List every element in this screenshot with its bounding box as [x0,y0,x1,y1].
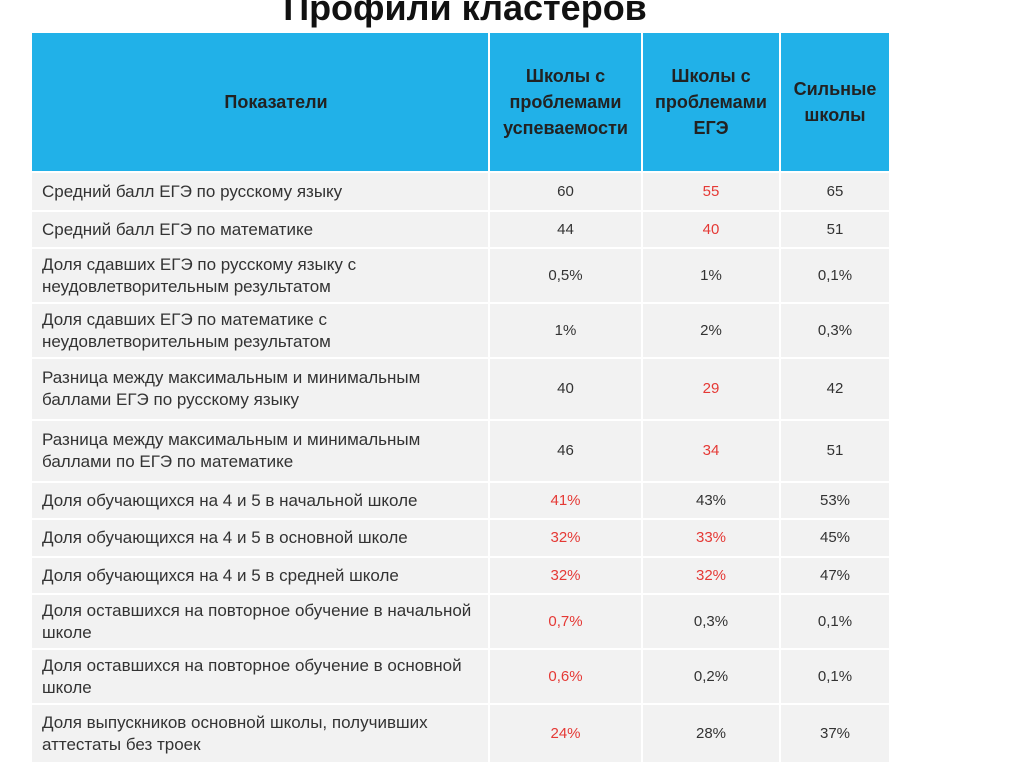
value-cell: 0,6% [489,648,643,704]
value-cell: 51 [780,419,889,482]
value-cell: 46 [489,419,643,482]
value-cell: 34 [642,419,781,482]
table-row: Доля сдавших ЕГЭ по русскому языку с неу… [32,247,889,303]
value-cell: 0,1% [780,648,889,704]
header-performance-problems: Школы с проблемами успеваемости [489,33,643,172]
value-cell: 2% [642,302,781,358]
value-cell: 0,2% [642,648,781,704]
value-cell: 28% [642,703,781,762]
header-indicators: Показатели [32,33,490,172]
value-cell: 0,3% [780,302,889,358]
table-row: Средний балл ЕГЭ по математике 44 40 51 [32,210,889,248]
value-cell: 65 [780,171,889,211]
page-title: Профили кластеров [283,0,647,28]
indicator-label: Доля оставшихся на повторное обучение в … [32,648,490,704]
indicator-label: Средний балл ЕГЭ по математике [32,210,490,248]
value-cell: 40 [642,210,781,248]
value-cell: 53% [780,481,889,519]
indicator-label: Доля выпускников основной школы, получив… [32,703,490,762]
value-cell: 33% [642,518,781,557]
value-cell: 55 [642,171,781,211]
value-cell: 1% [642,247,781,303]
table-row: Доля обучающихся на 4 и 5 в средней школ… [32,556,889,594]
indicator-label: Средний балл ЕГЭ по русскому языку [32,171,490,211]
value-cell: 32% [489,556,643,594]
table-row: Разница между максимальным и минимальным… [32,419,889,482]
value-cell: 43% [642,481,781,519]
value-cell: 37% [780,703,889,762]
value-cell: 29 [642,357,781,420]
value-cell: 60 [489,171,643,211]
value-cell: 40 [489,357,643,420]
header-row: Показатели Школы с проблемами успеваемос… [32,33,889,172]
indicator-label: Доля обучающихся на 4 и 5 в средней школ… [32,556,490,594]
indicator-label: Разница между максимальным и минимальным… [32,419,490,482]
header-exam-problems: Школы с проблемами ЕГЭ [642,33,781,172]
table-row: Доля оставшихся на повторное обучение в … [32,648,889,704]
indicator-label: Доля оставшихся на повторное обучение в … [32,593,490,649]
table-row: Разница между максимальным и минимальным… [32,357,889,420]
value-cell: 51 [780,210,889,248]
value-cell: 0,3% [642,593,781,649]
table-row: Доля сдавших ЕГЭ по математике с неудовл… [32,302,889,358]
table-row: Доля обучающихся на 4 и 5 в основной шко… [32,518,889,557]
value-cell: 47% [780,556,889,594]
indicator-label: Доля обучающихся на 4 и 5 в основной шко… [32,518,490,557]
clusters-table: Показатели Школы с проблемами успеваемос… [32,33,889,762]
value-cell: 0,1% [780,593,889,649]
table-row: Средний балл ЕГЭ по русскому языку 60 55 65 [32,171,889,211]
value-cell: 1% [489,302,643,358]
table-row: Доля выпускников основной школы, получив… [32,703,889,762]
value-cell: 0,1% [780,247,889,303]
indicator-label: Доля сдавших ЕГЭ по русскому языку с неу… [32,247,490,303]
indicator-label: Разница между максимальным и минимальным… [32,357,490,420]
indicator-label: Доля сдавших ЕГЭ по математике с неудовл… [32,302,490,358]
header-strong-schools: Сильные школы [780,33,889,172]
table-row: Доля обучающихся на 4 и 5 в начальной шк… [32,481,889,519]
table-row: Доля оставшихся на повторное обучение в … [32,593,889,649]
value-cell: 32% [489,518,643,557]
value-cell: 42 [780,357,889,420]
indicator-label: Доля обучающихся на 4 и 5 в начальной шк… [32,481,490,519]
value-cell: 45% [780,518,889,557]
value-cell: 32% [642,556,781,594]
value-cell: 0,5% [489,247,643,303]
value-cell: 0,7% [489,593,643,649]
value-cell: 41% [489,481,643,519]
value-cell: 24% [489,703,643,762]
value-cell: 44 [489,210,643,248]
